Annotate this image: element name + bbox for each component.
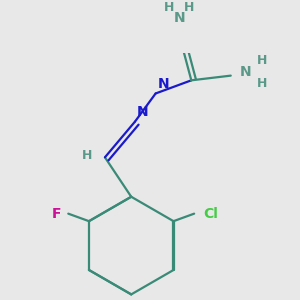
Text: N: N [240, 65, 252, 79]
Text: H: H [81, 149, 92, 162]
Text: H: H [257, 76, 267, 90]
Text: H: H [184, 1, 195, 14]
Text: H: H [257, 54, 267, 67]
Text: N: N [174, 11, 186, 25]
Text: N: N [137, 105, 148, 119]
Text: H: H [164, 1, 174, 14]
Text: F: F [52, 207, 62, 221]
Text: N: N [158, 77, 169, 91]
Text: Cl: Cl [204, 207, 218, 221]
